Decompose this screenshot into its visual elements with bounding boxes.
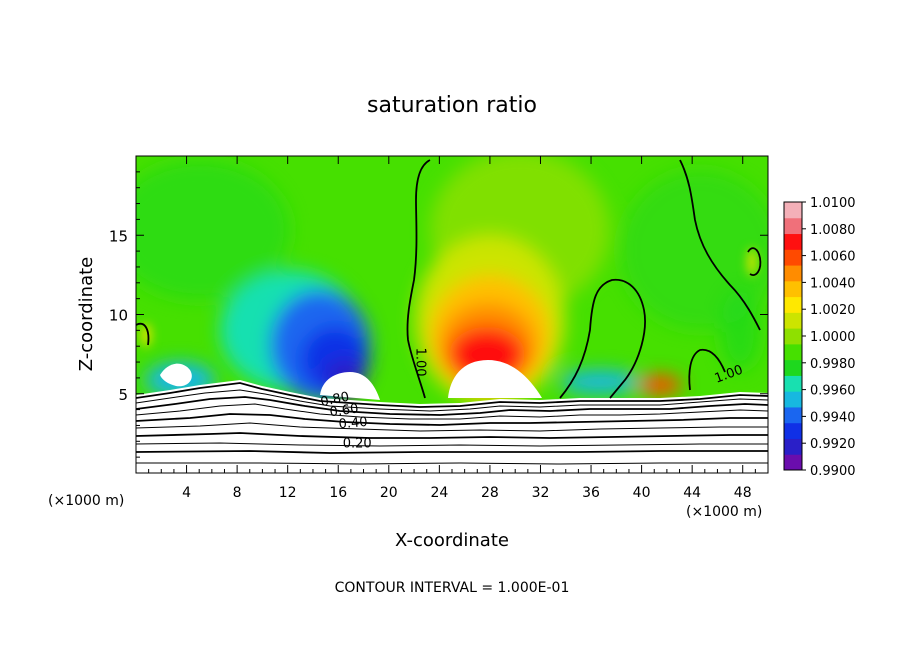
- x-axis: 4 8 12 16 20 24 28 32 36 40 44 48: [148, 156, 756, 501]
- colorbar-swatch: [784, 265, 802, 282]
- x-tick-label: 36: [582, 485, 600, 501]
- x-axis-unit-right: (×1000 m): [686, 504, 762, 520]
- colorbar-label: 0.9960: [810, 384, 856, 399]
- moist-core-mask: [448, 360, 542, 398]
- colorbar-swatch: [784, 406, 802, 424]
- colorbar-swatch: [784, 233, 802, 250]
- colorbar-swatch: [784, 202, 802, 219]
- colorbar-swatch: [784, 217, 802, 235]
- plot-area: 1.00 1.000.800.600.400.20: [136, 156, 768, 473]
- x-tick-label: 32: [532, 485, 550, 501]
- y-tick-label: 15: [109, 227, 128, 245]
- colorbar-swatch: [784, 454, 802, 471]
- contour-label-text: 0.40: [338, 415, 368, 432]
- colorbar-label: 1.0040: [810, 276, 856, 291]
- dry-core-mask: [320, 372, 380, 400]
- colorbar-label: 1.0060: [810, 250, 856, 265]
- x-tick-label: 8: [233, 485, 242, 501]
- colorbar-label: 0.9980: [810, 357, 856, 372]
- contour-label-text: 0.80: [319, 389, 350, 410]
- colorbar-label: 0.9900: [810, 464, 856, 479]
- contour-labels: 1.00 1.000.800.600.400.20: [319, 348, 745, 452]
- contour-label: 0.40: [338, 415, 368, 432]
- colorbar-label: 0.9940: [810, 410, 856, 425]
- x-axis-label: X-coordinate: [395, 530, 509, 551]
- colorbar-swatch: [784, 249, 802, 266]
- colorbar-swatch: [784, 359, 802, 376]
- colorbar-swatch: [784, 343, 802, 361]
- colorbar-swatch: [784, 422, 802, 439]
- y-axis: 5 10 15: [109, 171, 768, 458]
- x-tick-label: 48: [734, 485, 752, 501]
- contour-interval-note: CONTOUR INTERVAL = 1.000E-01: [335, 580, 570, 596]
- contour-label: 0.20: [343, 437, 372, 452]
- contour-1-00: [136, 159, 762, 399]
- colorbar-swatch: [784, 328, 802, 345]
- x-tick-label: 24: [430, 485, 448, 501]
- x-tick-label: 28: [481, 485, 499, 501]
- x-tick-label: 44: [683, 485, 701, 501]
- contour-label-text: 0.20: [343, 437, 372, 452]
- x-tick-label: 12: [279, 485, 297, 501]
- left-white-patch: [160, 363, 192, 387]
- contour-label: 0.80: [319, 389, 350, 410]
- y-tick-label: 10: [109, 307, 128, 325]
- colorbar-label: 1.0080: [810, 223, 856, 238]
- contour-label-text: 0.60: [329, 401, 360, 420]
- colorbar-label: 1.0000: [810, 330, 856, 345]
- colorbar: 1.0100 1.0080 1.0060 1.0040 1.0020 1.0000 0.99…: [783, 196, 856, 479]
- contour-label-text: 1.00: [413, 348, 428, 377]
- colorbar-label: 0.9920: [810, 437, 856, 452]
- colorbar-swatch: [784, 375, 802, 392]
- chart-title: saturation ratio: [367, 93, 537, 118]
- contour-label: 1.00: [413, 348, 428, 377]
- x-tick-label: 20: [380, 485, 398, 501]
- y-tick-label: 5: [118, 386, 128, 404]
- colorbar-label: 1.0100: [810, 196, 856, 211]
- y-axis-label: Z-coordinate: [76, 257, 97, 372]
- x-tick-label: 40: [633, 485, 651, 501]
- colorbar-swatch: [784, 312, 802, 329]
- colorbar-swatch: [784, 296, 802, 313]
- x-axis-unit-left: (×1000 m): [48, 493, 124, 509]
- x-tick-label: 4: [182, 485, 191, 501]
- colorbar-swatch: [784, 438, 802, 455]
- colorbar-swatch: [784, 280, 802, 298]
- colorbar-swatch: [784, 391, 802, 408]
- contour-label: 0.60: [329, 401, 360, 420]
- colorbar-label: 1.0020: [810, 303, 856, 318]
- lower-contours: [136, 382, 768, 465]
- x-tick-label: 16: [329, 485, 347, 501]
